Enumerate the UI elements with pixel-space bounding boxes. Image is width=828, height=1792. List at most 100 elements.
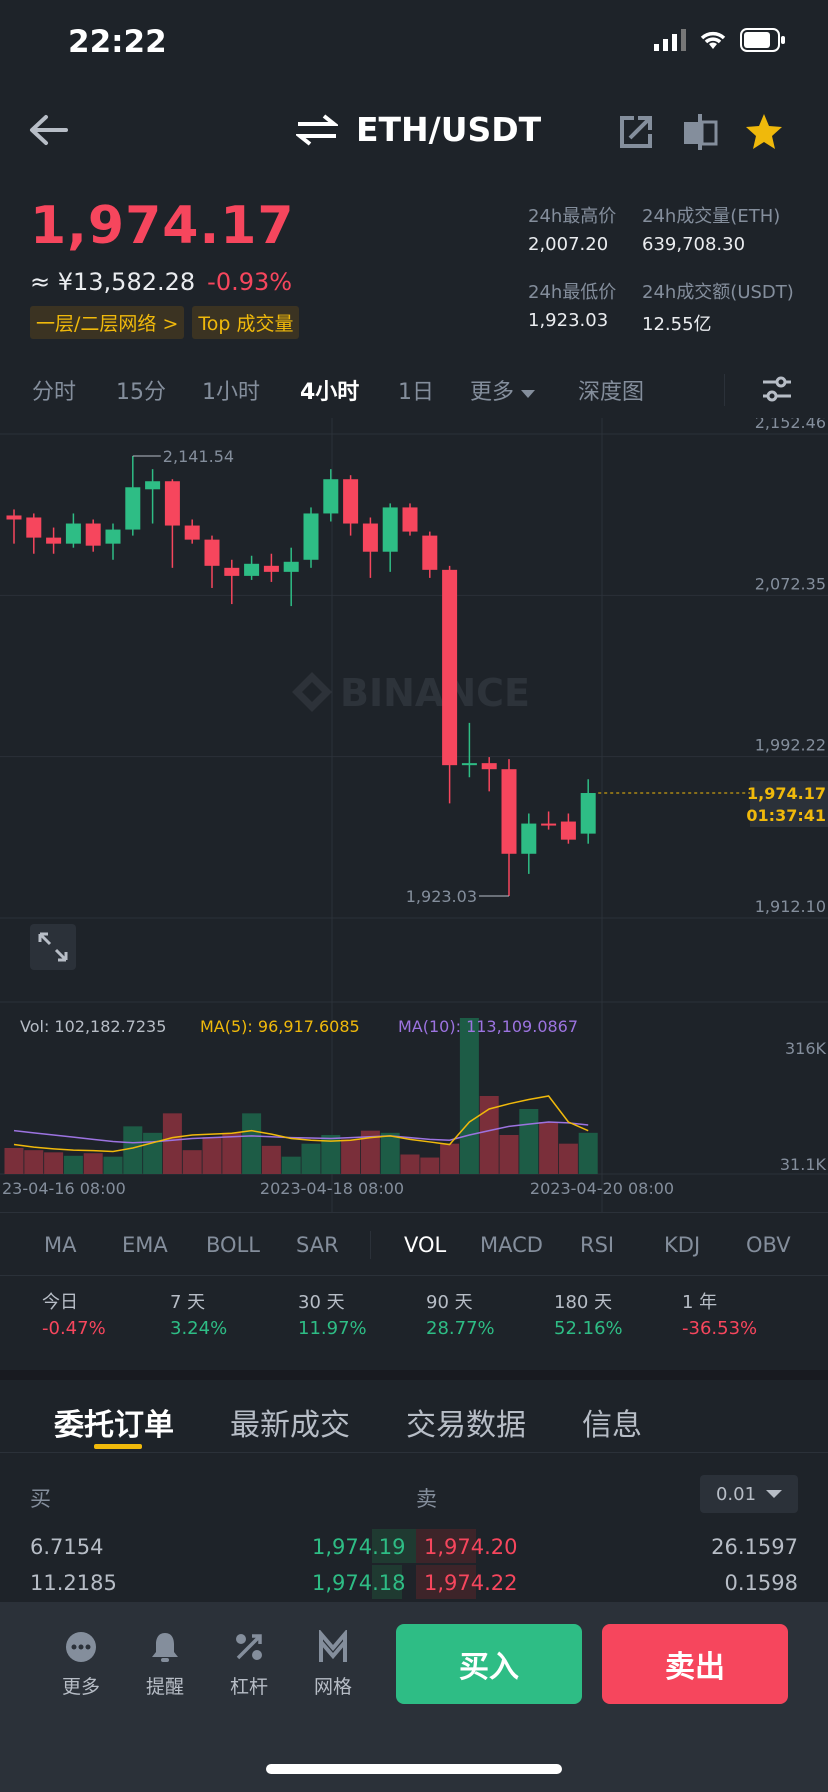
back-arrow-icon[interactable] [26,108,70,152]
price-cny: ≈ ¥13,582.28 [30,268,196,296]
candle-body [521,823,537,854]
volume-ma-lines [13,1095,589,1153]
tf-15m[interactable]: 15分 [116,380,166,405]
tf-more[interactable]: 更多 [470,374,536,406]
candle-body [204,539,220,566]
ind-sar[interactable]: SAR [296,1233,339,1257]
volume-bar [459,1018,479,1174]
ind-ema[interactable]: EMA [122,1233,168,1257]
tab-order-book[interactable]: 委托订单 [54,1408,174,1443]
tf-depth[interactable]: 深度图 [578,380,645,405]
bb-more[interactable]: 更多 [46,1630,116,1699]
compare-icon[interactable] [680,112,720,152]
candle-body [402,507,418,532]
ob-bid-price[interactable]: 1,974.18 [312,1571,406,1595]
ind-boll[interactable]: BOLL [206,1233,260,1257]
ind-kdj[interactable]: KDJ [664,1233,701,1257]
home-indicator [266,1764,562,1774]
volume-bars [4,1018,598,1174]
indicator-bar: MA EMA BOLL SAR VOL MACD RSI KDJ OBV [0,1212,828,1276]
ob-precision-select[interactable]: 0.01 [700,1475,798,1513]
sell-button[interactable]: 卖出 [602,1624,788,1704]
ind-ma[interactable]: MA [44,1233,77,1257]
volume-ma5-label: MA(5): 96,917.6085 [200,1017,360,1036]
volume-bar [360,1130,380,1174]
margin-percent-icon [236,1634,262,1660]
time-tick-label: 2023-04-20 08:00 [530,1179,674,1198]
volume-bar [539,1122,559,1174]
current-price-box [750,781,828,828]
tab-active-underline [94,1444,142,1449]
expand-chart-button[interactable] [30,924,76,970]
ind-rsi[interactable]: RSI [580,1233,615,1257]
tag-row: 一层/二层网络 > Top 成交量 [30,306,300,339]
stat-vol-usdt-value: 12.55亿 [642,314,712,335]
ob-bid-price[interactable]: 1,974.19 [312,1535,406,1559]
ob-bid-qty[interactable]: 11.2185 [30,1571,117,1595]
tag-top-volume[interactable]: Top 成交量 [192,306,300,339]
volume-bar [182,1150,202,1174]
stat-vol-usdt-label: 24h成交额(USDT) [642,282,794,303]
candle-body [26,517,42,538]
share-icon[interactable] [616,112,656,152]
max-price-label: 2,141.54 [163,447,234,466]
ob-ask-qty[interactable]: 26.1597 [711,1535,798,1559]
tf-more-label: 更多 [470,380,515,405]
last-price: 1,974.17 [30,196,295,256]
candle-body [323,479,339,514]
ob-ask-price[interactable]: 1,974.22 [424,1571,518,1595]
bb-margin[interactable]: 杠杆 [214,1630,284,1699]
volume-bar [519,1109,539,1174]
volume-bar [578,1132,598,1174]
signal-icon [654,29,686,51]
bb-alert[interactable]: 提醒 [130,1630,200,1699]
chart-grid [0,418,828,1212]
candle-body [105,529,121,544]
current-price-label: 1,974.17 [747,784,826,803]
bb-alert-label: 提醒 [145,1676,184,1698]
tf-1d[interactable]: 1日 [398,380,434,405]
ind-macd[interactable]: MACD [480,1233,543,1257]
tag-network[interactable]: 一层/二层网络 > [30,306,185,339]
volume-ma10-label: MA(10): 113,109.0867 [398,1017,578,1036]
ob-ask-qty[interactable]: 0.1598 [724,1571,798,1595]
candle-body [362,523,378,552]
time-tick-label: 23-04-16 08:00 [2,1179,126,1198]
candle-body [85,523,101,546]
volume-bar [301,1143,321,1174]
volume-bar [341,1139,361,1174]
time-tick-label: 2023-04-18 08:00 [260,1179,404,1198]
candle-body [442,569,458,766]
volume-bar [261,1145,281,1174]
candle-body [560,821,576,840]
volume-ma5-line [13,1095,589,1153]
chart-settings-icon[interactable] [760,372,794,406]
buy-button[interactable]: 买入 [396,1624,582,1704]
ind-obv[interactable]: OBV [746,1233,791,1257]
tf-1h[interactable]: 1小时 [202,380,260,405]
countdown-label: 01:37:41 [746,806,826,825]
ob-ask-price[interactable]: 1,974.20 [424,1535,518,1559]
tab-trading-data[interactable]: 交易数据 [406,1408,526,1443]
bb-grid[interactable]: 网格 [298,1628,368,1699]
tf-4h[interactable]: 4小时 [300,380,360,405]
pair-selector[interactable]: ETH/USDT [296,110,541,149]
volume-bar [400,1154,420,1174]
tab-info[interactable]: 信息 [582,1408,642,1443]
favorite-star-icon[interactable] [744,112,784,152]
volume-bar [281,1156,301,1174]
candle-body [65,523,81,544]
ob-bid-qty[interactable]: 6.7154 [30,1535,104,1559]
kline-chart[interactable]: BINANCE 2,152.46 2,072.35 1,992.22 1,912.10… [0,418,828,1212]
caret-down-icon [766,1490,783,1498]
volume-tick-label: 31.1K [780,1155,827,1174]
volume-bar [380,1132,400,1174]
volume-bar [202,1137,222,1174]
min-price-label: 1,923.03 [406,887,477,906]
volume-tick-label: 316K [785,1039,827,1058]
candle-body [145,481,161,490]
tf-line[interactable]: 分时 [32,380,77,405]
ind-vol[interactable]: VOL [404,1233,447,1257]
tab-latest-trades[interactable]: 最新成交 [230,1408,350,1443]
price-cny-line: ≈ ¥13,582.28 -0.93% [30,268,292,296]
